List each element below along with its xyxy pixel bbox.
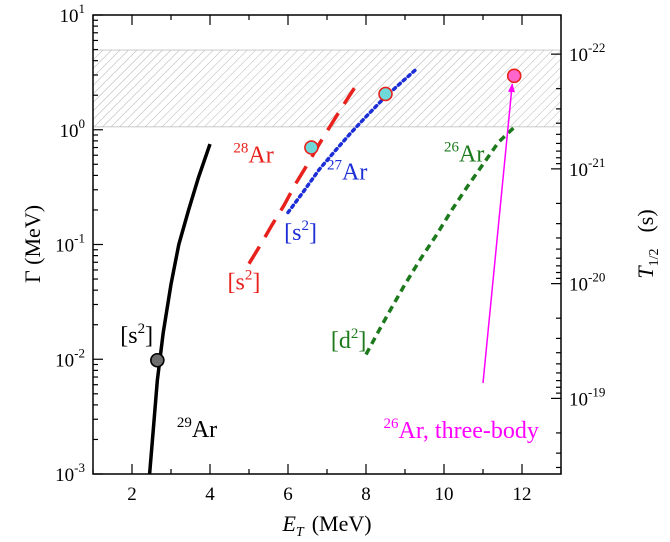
series-layer xyxy=(147,67,516,474)
annotation-s2-black: [s2] xyxy=(120,321,153,349)
y-tick-label: 10-2 xyxy=(55,345,85,371)
x-tick-label: 12 xyxy=(513,484,532,505)
annotation-ar29: 29Ar xyxy=(177,415,217,443)
data-marker-3 xyxy=(506,68,522,84)
annotation-three-body: 26Ar, three-body xyxy=(384,416,539,444)
x-axis-label: ET (MeV) xyxy=(281,511,371,540)
annotation-ar27: 27Ar xyxy=(327,157,367,185)
data-marker-1 xyxy=(304,140,319,155)
y2-tick-label: 10-20 xyxy=(569,270,605,296)
y2-axis: 10-22 10-21 10-20 10-19 xyxy=(551,40,605,469)
y2-tick-label: 10-22 xyxy=(569,40,605,66)
data-marker-2 xyxy=(378,86,393,102)
x-tick-label: 2 xyxy=(127,484,137,505)
series-line-0 xyxy=(147,143,212,474)
series-line-3 xyxy=(364,126,516,356)
x-tick-label: 10 xyxy=(435,484,454,505)
annotation-ar28: 28Ar xyxy=(233,140,273,168)
annotation-s2-red: [s2] xyxy=(228,268,261,296)
series-line-1 xyxy=(247,87,356,265)
y-tick-label: 100 xyxy=(60,116,86,142)
hatched-band xyxy=(92,49,562,128)
annotations: 29Ar 28Ar 27Ar 26Ar [s2] [s2] [s2] [d2] 26Ar, th… xyxy=(120,139,539,444)
x-tick-label: 8 xyxy=(361,484,371,505)
data-marker-0 xyxy=(150,352,165,368)
y2-tick-label: 10-19 xyxy=(569,384,605,410)
series-line-2 xyxy=(286,67,419,215)
x-tick-label: 6 xyxy=(283,484,293,505)
y-axis: 10-3 10-2 10-1 100 101 xyxy=(55,1,103,486)
arrow xyxy=(482,83,515,384)
annotation-d2-green: [d2] xyxy=(331,326,367,354)
y-tick-label: 10-1 xyxy=(55,231,85,257)
annotation-s2-blue: [s2] xyxy=(284,218,317,246)
annotation-ar26: 26Ar xyxy=(444,139,484,167)
y-tick-label: 101 xyxy=(60,1,86,27)
y-tick-label: 10-3 xyxy=(55,460,85,486)
y2-axis-label: T1/2(s) xyxy=(633,209,662,278)
x-tick-label: 4 xyxy=(205,484,215,505)
x-axis: 2 4 6 8 10 12 xyxy=(92,15,562,505)
marker-layer xyxy=(150,68,522,368)
y-axis-label: Γ (MeV) xyxy=(20,205,45,283)
y2-tick-label: 10-21 xyxy=(569,155,605,181)
